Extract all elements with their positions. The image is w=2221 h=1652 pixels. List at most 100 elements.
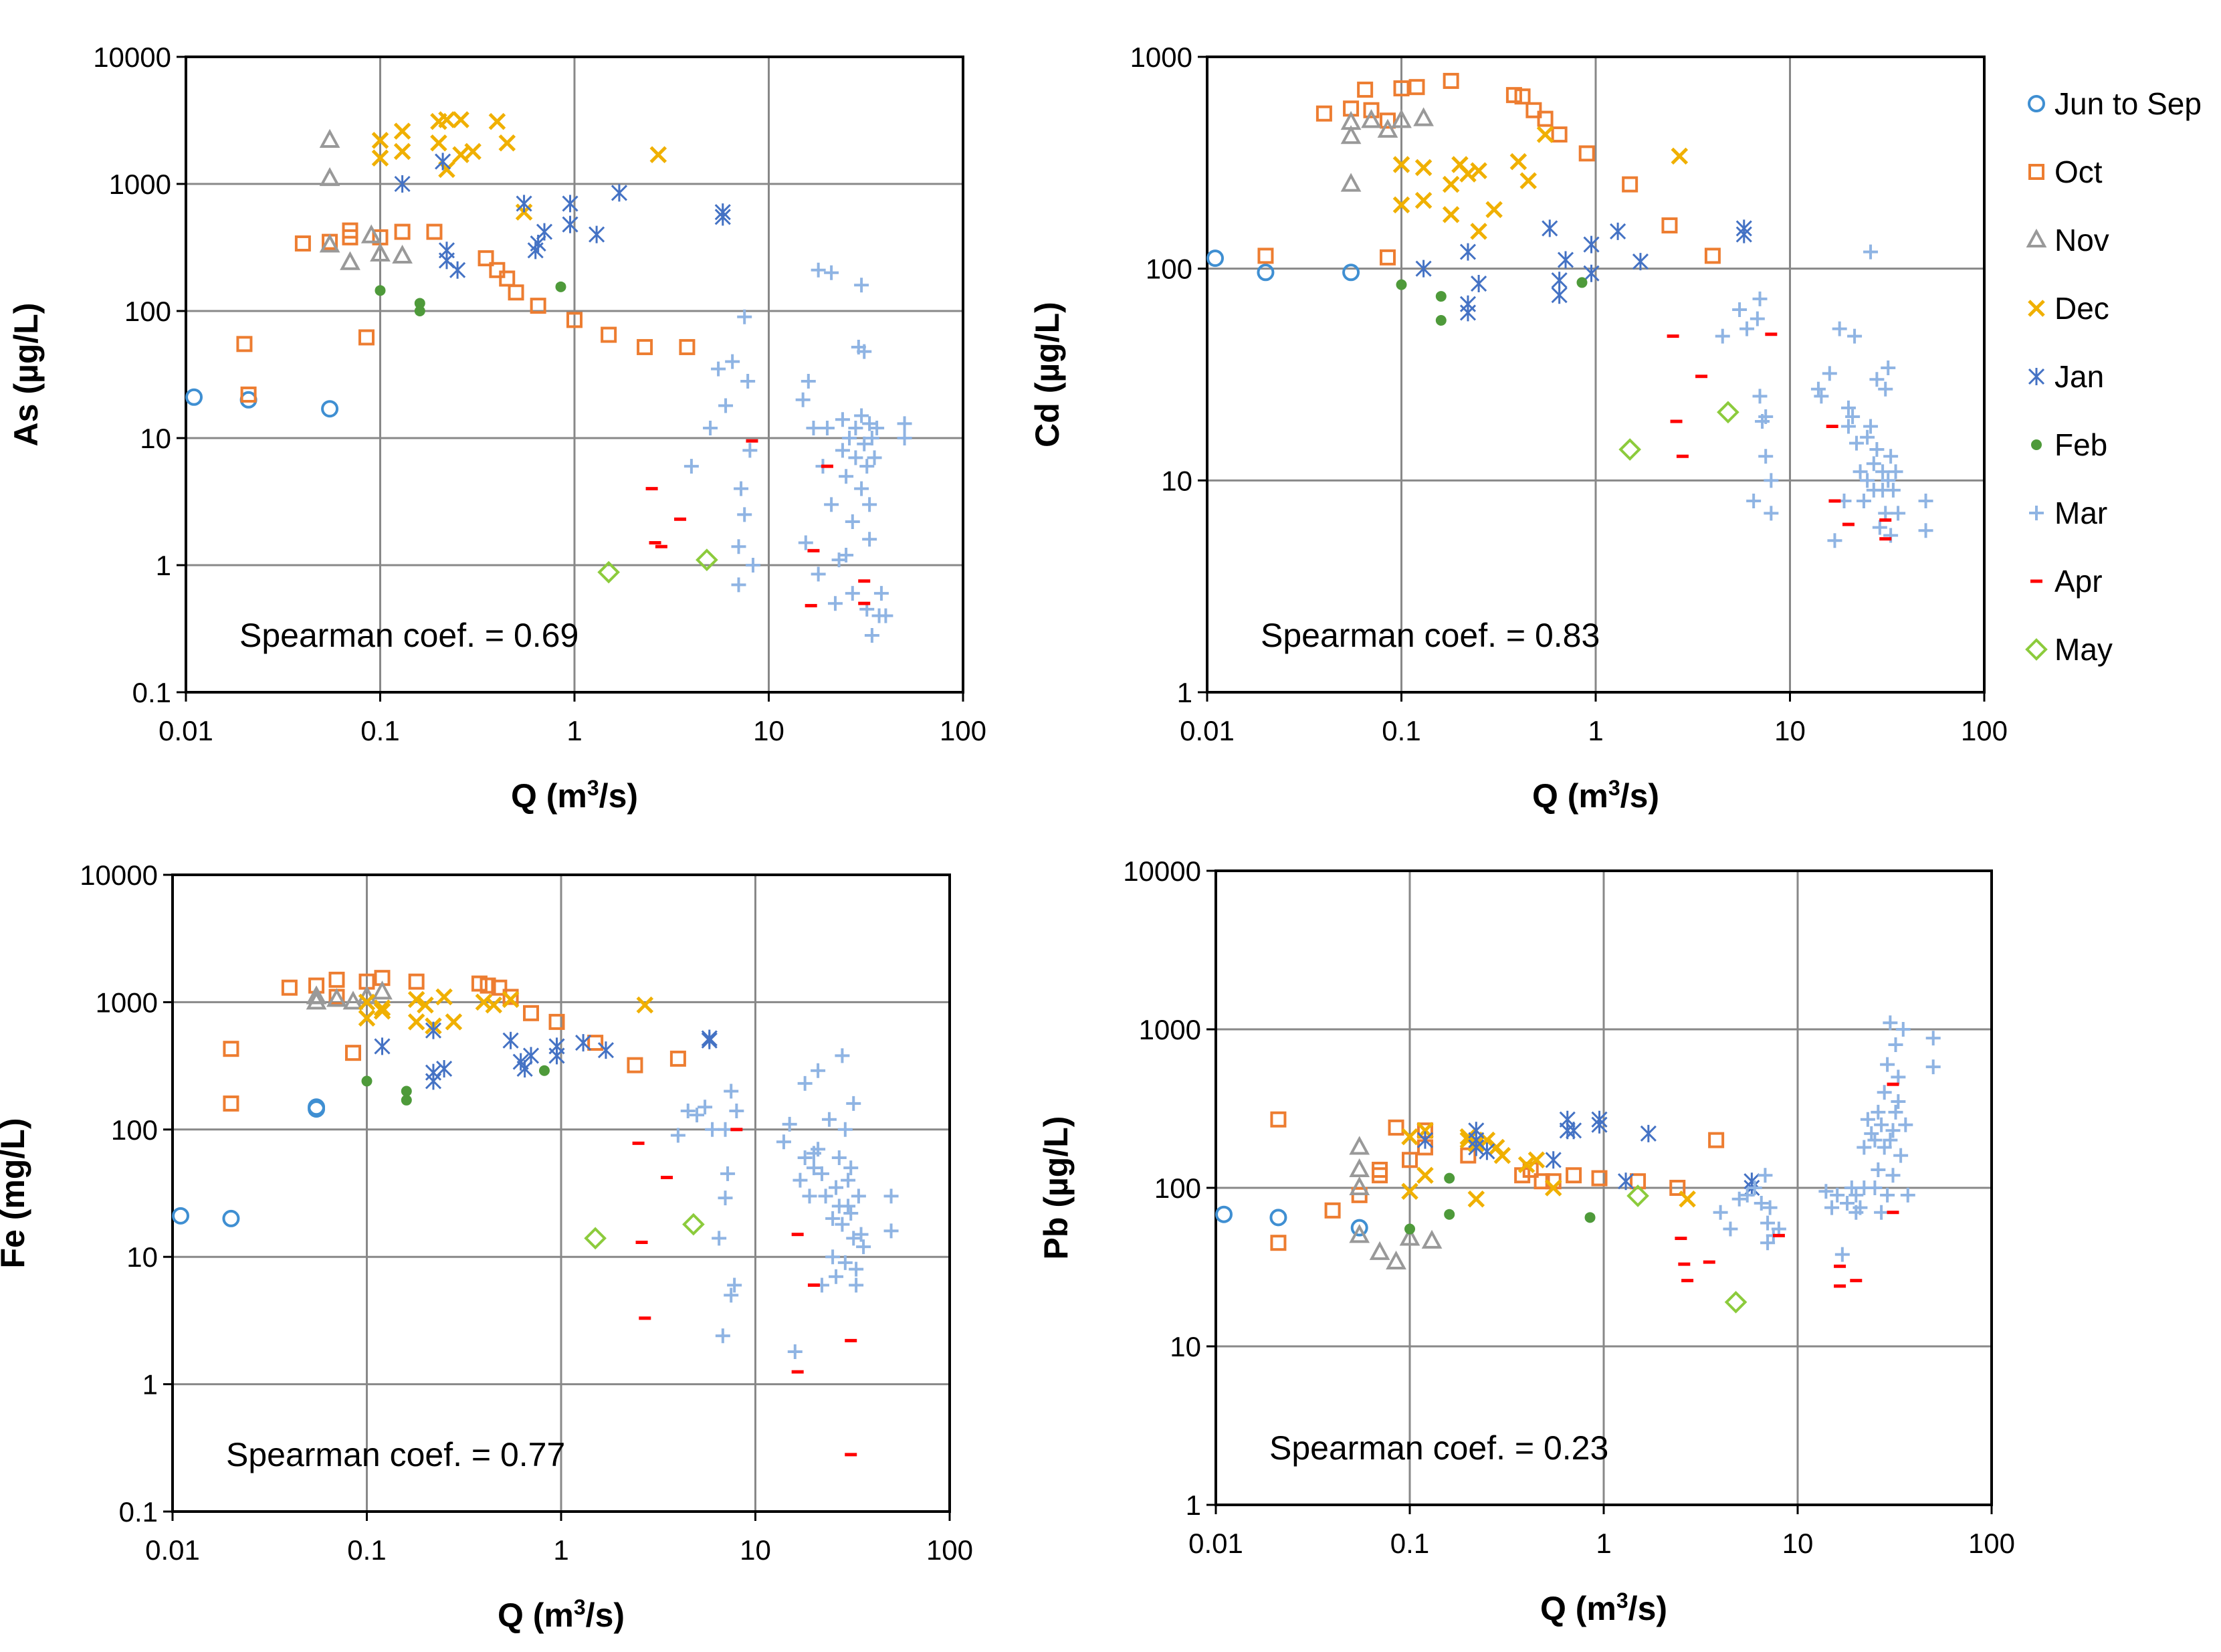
point-apr-pb bbox=[1772, 1233, 1785, 1237]
point-dec-as bbox=[488, 112, 506, 130]
x-tick-label-fe: 0.01 bbox=[145, 1534, 200, 1566]
point-feb-fe bbox=[401, 1086, 412, 1097]
point-apr-fe bbox=[730, 1128, 743, 1132]
x-tick-label-pb: 1 bbox=[1596, 1528, 1611, 1559]
point-jan-cd bbox=[1471, 275, 1487, 293]
point-oct-cd bbox=[1443, 72, 1459, 89]
point-apr-pb bbox=[1887, 1211, 1899, 1215]
point-mar-as bbox=[725, 354, 740, 369]
point-nov-pb bbox=[1349, 1176, 1370, 1195]
point-oct-as bbox=[240, 386, 257, 403]
point-mar-fe bbox=[797, 1150, 813, 1166]
point-mar-fe bbox=[841, 1172, 856, 1188]
point-mar-pb bbox=[1885, 1123, 1901, 1138]
point-mar-cd bbox=[1881, 360, 1896, 376]
point-dec-pb bbox=[1401, 1182, 1418, 1201]
point-oct-fe bbox=[502, 989, 519, 1005]
legend-label-apr: Apr bbox=[2054, 564, 2103, 599]
point-nov-as bbox=[319, 167, 340, 187]
point-mar-pb bbox=[1758, 1168, 1773, 1183]
point-mar-pb bbox=[1731, 1191, 1747, 1207]
point-oct-pb bbox=[1669, 1180, 1686, 1196]
point-oct-cd bbox=[1551, 126, 1568, 143]
point-mar-pb bbox=[1900, 1187, 1915, 1203]
point-mar-pb bbox=[1925, 1031, 1941, 1046]
point-mar-as bbox=[737, 309, 752, 324]
point-jun_sep-as bbox=[239, 391, 257, 409]
point-dec-cd bbox=[1470, 162, 1487, 180]
point-mar-as bbox=[839, 469, 854, 484]
point-dec-pb bbox=[1401, 1128, 1418, 1146]
legend-symbol-jun_sep bbox=[2028, 95, 2045, 112]
point-mar-fe bbox=[811, 1142, 826, 1157]
point-apr-as bbox=[645, 487, 658, 491]
point-mar-cd bbox=[1715, 328, 1730, 344]
point-jan-pb bbox=[1640, 1124, 1657, 1142]
point-mar-as bbox=[864, 431, 879, 445]
point-oct-pb bbox=[1566, 1167, 1582, 1184]
point-mar-pb bbox=[1883, 1015, 1898, 1031]
point-jun_sep-cd bbox=[1206, 249, 1225, 268]
point-dec-cd bbox=[1509, 152, 1527, 171]
point-mar-as bbox=[742, 443, 758, 458]
point-mar-pb bbox=[1891, 1094, 1906, 1110]
point-oct-pb bbox=[1372, 1167, 1388, 1184]
point-mar-fe bbox=[811, 1063, 826, 1078]
point-apr-pb bbox=[1675, 1237, 1687, 1241]
point-mar-fe bbox=[883, 1189, 899, 1204]
point-oct-cd bbox=[1379, 112, 1396, 129]
point-dec-as bbox=[438, 111, 455, 128]
point-oct-pb bbox=[1708, 1132, 1725, 1148]
point-oct-cd bbox=[1257, 247, 1274, 264]
x-axis-title-as: Q (m3/s) bbox=[511, 776, 638, 815]
grid-fe bbox=[173, 875, 950, 1512]
point-mar-pb bbox=[1895, 1022, 1911, 1037]
point-oct-pb bbox=[1270, 1111, 1287, 1128]
legend-item-oct: Oct bbox=[2028, 154, 2103, 189]
point-jan-pb bbox=[1617, 1172, 1634, 1191]
point-dec-pb bbox=[1467, 1190, 1485, 1208]
legend-label-jan: Jan bbox=[2054, 359, 2104, 394]
point-may-pb bbox=[1626, 1184, 1649, 1207]
point-mar-pb bbox=[1762, 1200, 1778, 1215]
point-oct-fe bbox=[669, 1050, 686, 1067]
point-nov-fe bbox=[326, 988, 347, 1007]
point-oct-pb bbox=[1591, 1170, 1608, 1186]
point-mar-as bbox=[835, 443, 850, 458]
point-apr-fe bbox=[807, 1283, 820, 1287]
ticks-pb: 0.01 0.1 1 10 100 1 10 100 1000 10000 bbox=[1123, 855, 2015, 1559]
ticks-fe: 0.01 0.1 1 10 100 0.1 1 10 100 1000 10000 bbox=[80, 859, 973, 1566]
point-apr-cd bbox=[1670, 419, 1683, 423]
point-mar-fe bbox=[718, 1122, 733, 1137]
y-tick-label-fe: 1000 bbox=[96, 987, 158, 1018]
point-jan-pb bbox=[1545, 1151, 1562, 1169]
point-apr-cd bbox=[1676, 454, 1689, 458]
point-oct-cd bbox=[1514, 88, 1531, 105]
point-mar-as bbox=[811, 262, 826, 278]
point-dec-fe bbox=[407, 991, 425, 1009]
point-jan-as bbox=[516, 195, 532, 213]
point-oct-fe bbox=[281, 979, 298, 996]
y-tick-label-pb: 10000 bbox=[1123, 855, 1201, 887]
point-oct-cd bbox=[1704, 247, 1721, 264]
point-mar-pb bbox=[1871, 1162, 1886, 1177]
point-mar-pb bbox=[1867, 1180, 1883, 1195]
point-mar-pb bbox=[1830, 1187, 1845, 1203]
point-mar-as bbox=[683, 459, 699, 474]
point-nov-cd bbox=[1413, 107, 1434, 126]
marks-cd bbox=[1206, 72, 1933, 548]
legend-symbol-dec bbox=[2028, 300, 2045, 317]
point-dec-fe bbox=[636, 996, 654, 1014]
point-dec-fe bbox=[373, 999, 391, 1017]
point-apr-as bbox=[674, 517, 687, 521]
point-jan-as bbox=[536, 223, 553, 241]
point-jan-pb bbox=[1479, 1142, 1495, 1160]
point-oct-as bbox=[358, 329, 375, 346]
point-mar-as bbox=[862, 497, 877, 512]
x-tick-label-cd: 100 bbox=[1961, 715, 2008, 746]
point-mar-cd bbox=[1840, 400, 1856, 415]
point-mar-cd bbox=[1866, 456, 1881, 472]
point-mar-pb bbox=[1891, 1069, 1906, 1085]
point-mar-cd bbox=[1872, 520, 1887, 535]
y-tick-label-pb: 1 bbox=[1186, 1489, 1201, 1521]
